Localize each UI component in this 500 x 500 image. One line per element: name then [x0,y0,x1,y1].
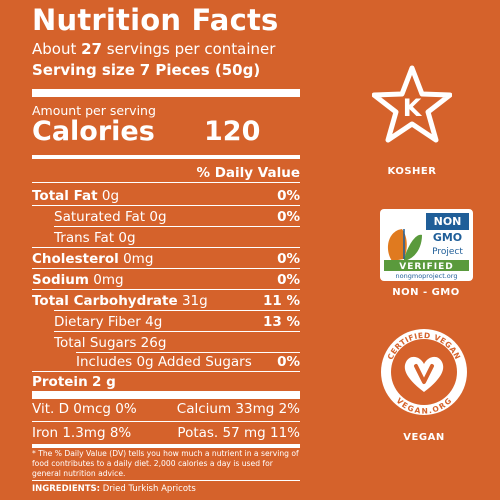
divider-thick [32,391,300,399]
nutrient-name: Cholesterol [32,251,119,267]
ingredients-line: INGREDIENTS: Dried Turkish Apricots [32,484,300,494]
nongmo-line2: GMO [433,231,462,244]
nongmo-verified: VERIFIED [399,262,454,272]
row-separator [54,226,300,227]
calories-row: Calories 120 [32,116,300,150]
nutrient-name: Protein [32,374,88,390]
nutrient-amount: 0g [149,209,167,225]
calories-label: Calories [32,116,155,147]
table-row: Includes 0g Added Sugars 0% [32,352,300,372]
row-separator [32,205,300,206]
table-row: Protein 2 g [32,372,300,392]
kosher-label: KOSHER [387,166,437,177]
ingredients-label: INGREDIENTS: [32,484,101,494]
butterfly-icon: NON GMO Project VERIFIED nongmoproject.o… [384,213,469,280]
row-separator [76,352,300,353]
vitamin-row: Iron 1.3mg 8% Potas. 57 mg 11% [32,422,300,444]
nutrient-amount: 26g [140,335,167,351]
nutrient-name: Includes 0g Added Sugars [76,354,252,370]
kosher-badge: K [371,64,453,144]
table-row: Dietary Fiber 4g 13 % [32,312,300,332]
vitamin-left: Iron 1.3mg 8% [32,425,132,441]
nutrient-name: Total Fat [32,188,98,204]
nutrient-name: Trans Fat [54,230,115,246]
nutrient-amount: 31g [181,293,208,309]
footnote: * The % Daily Value (DV) tells you how m… [32,449,299,478]
nutrient-amount: 0mg [123,251,154,267]
nutrient-dv: 11 % [262,293,300,309]
servings-suffix: servings per container [102,40,276,58]
calories-value: 120 [204,116,261,147]
nutrient-dv: 0% [277,209,300,225]
nutrient-dv: 0% [277,251,300,267]
row-separator [54,310,300,311]
nutrient-dv: 13 % [262,314,300,330]
row-separator [54,331,300,332]
divider-thick [32,89,300,97]
servings-count: 27 [81,40,102,58]
nutrient-name: Total Carbohydrate [32,293,178,309]
table-row: Total Sugars 26g [32,333,300,353]
serving-size-value: 7 Pieces (50g) [139,61,261,79]
ingredients-value: Dried Turkish Apricots [102,484,196,494]
nongmo-line3: Project [432,247,463,257]
table-row: Total Fat 0g 0% [32,186,300,206]
row-separator [32,289,300,290]
servings-prefix: About [32,40,82,58]
row-separator [32,421,300,422]
table-row: Saturated Fat 0g 0% [32,207,300,227]
vegan-badge: CERTIFIED VEGAN VEGAN.ORG [378,326,470,418]
serving-size-line: Serving size 7 Pieces (50g) [32,61,300,79]
nutrient-amount: 2 g [91,374,116,390]
vegan-heart-icon: CERTIFIED VEGAN VEGAN.ORG [381,329,467,416]
nutrient-amount: 0mg [93,272,124,288]
nutrient-dv: 0% [277,272,300,288]
kosher-letter: K [403,94,423,122]
divider-medium [32,444,300,448]
nongmo-url: nongmoproject.org [396,272,458,280]
nutrient-name: Saturated Fat [54,209,146,225]
vitamin-right: Potas. 57 mg 11% [177,425,300,441]
nutrient-name: Dietary Fiber [54,314,141,330]
table-row: Trans Fat 0g [32,228,300,248]
nongmo-line1: NON [434,215,462,228]
nutrition-title: Nutrition Facts [32,3,279,37]
row-separator [32,268,300,269]
servings-line: About 27 servings per container [32,40,300,58]
table-row: Sodium 0mg 0% [32,270,300,290]
dv-header: % Daily Value [196,165,300,181]
kosher-star-icon: K [371,65,453,143]
nutrient-amount: 0g [118,230,136,246]
nongmo-badge: NON GMO Project VERIFIED nongmoproject.o… [380,209,473,281]
table-row: Cholesterol 0mg 0% [32,249,300,269]
nutrition-facts-panel: Nutrition Facts About 27 servings per co… [32,0,300,500]
nutrient-dv: 0% [277,354,300,370]
vegan-label: VEGAN [403,432,445,443]
row-separator [32,182,300,183]
nutrient-name: Sodium [32,272,89,288]
nutrient-dv: 0% [277,188,300,204]
vitamin-left: Vit. D 0mcg 0% [32,401,137,417]
amount-per-serving: Amount per serving [32,103,156,118]
row-separator [32,371,300,372]
nutrient-amount: 4g [145,314,163,330]
nutrient-name: Total Sugars [54,335,137,351]
row-separator [32,480,300,481]
dv-header-row: % Daily Value [32,163,300,183]
vitamin-row: Vit. D 0mcg 0% Calcium 33mg 2% [32,398,300,420]
nutrient-amount: 0g [101,188,120,204]
table-row: Total Carbohydrate 31g 11 % [32,291,300,311]
serving-size-label: Serving size [32,61,135,79]
row-separator [32,247,300,248]
divider-medium [32,155,300,159]
nongmo-label: NON - GMO [392,287,460,298]
vitamin-right: Calcium 33mg 2% [176,401,300,417]
